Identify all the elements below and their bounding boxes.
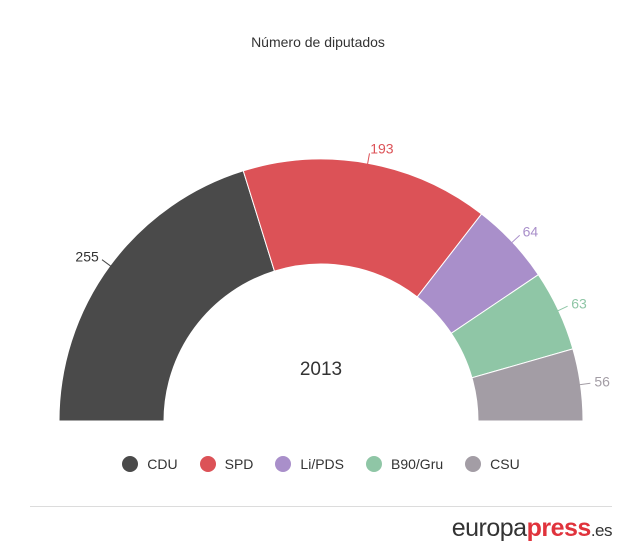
legend-swatch-spd [199,456,216,472]
center-label: 2013 [300,359,342,380]
leader-line-li-pds [510,234,521,244]
value-label-csu: 56 [594,374,610,390]
leader-line-b90-gru [556,305,568,312]
brand-logo: europapress.es [451,513,613,546]
legend-label-li-pds: Li/PDS [300,456,344,472]
value-label-cdu: 255 [75,248,99,264]
legend: CDU SPD Li/PDS B90/Gru CSU [0,456,642,472]
slices-group [58,158,584,422]
chart-title: Número de diputados [251,34,385,50]
legend-label-cdu: CDU [147,456,178,472]
brand-logo-europa: europa [451,514,527,542]
brand-logo-es: .es [590,521,613,540]
value-label-b90-gru: 63 [571,296,587,312]
legend-label-b90-gru: B90/Gru [391,456,444,472]
footer-divider [30,506,612,507]
legend-swatch-b90-gru [366,456,382,472]
leader-line-spd [366,153,370,166]
slice-csu [471,348,584,422]
legend-label-spd: SPD [224,456,254,472]
value-label-spd: 193 [370,140,394,156]
labels-group: 255 193 64 63 56 [75,140,610,389]
leader-line-csu [578,382,591,386]
legend-item-spd: SPD [199,456,254,472]
legend-label-csu: CSU [490,456,520,472]
legend-swatch-csu [465,456,482,472]
legend-item-cdu: CDU [122,456,178,472]
slice-cdu [58,170,276,422]
legend-item-li-pds: Li/PDS [275,456,344,472]
leader-line-cdu [101,259,112,268]
legend-swatch-li-pds [275,456,292,472]
legend-item-csu: CSU [465,456,520,472]
brand-logo-press: press [526,514,592,542]
value-label-li-pds: 64 [523,224,539,240]
legend-item-b90-gru: B90/Gru [366,456,443,472]
legend-swatch-cdu [122,456,139,472]
